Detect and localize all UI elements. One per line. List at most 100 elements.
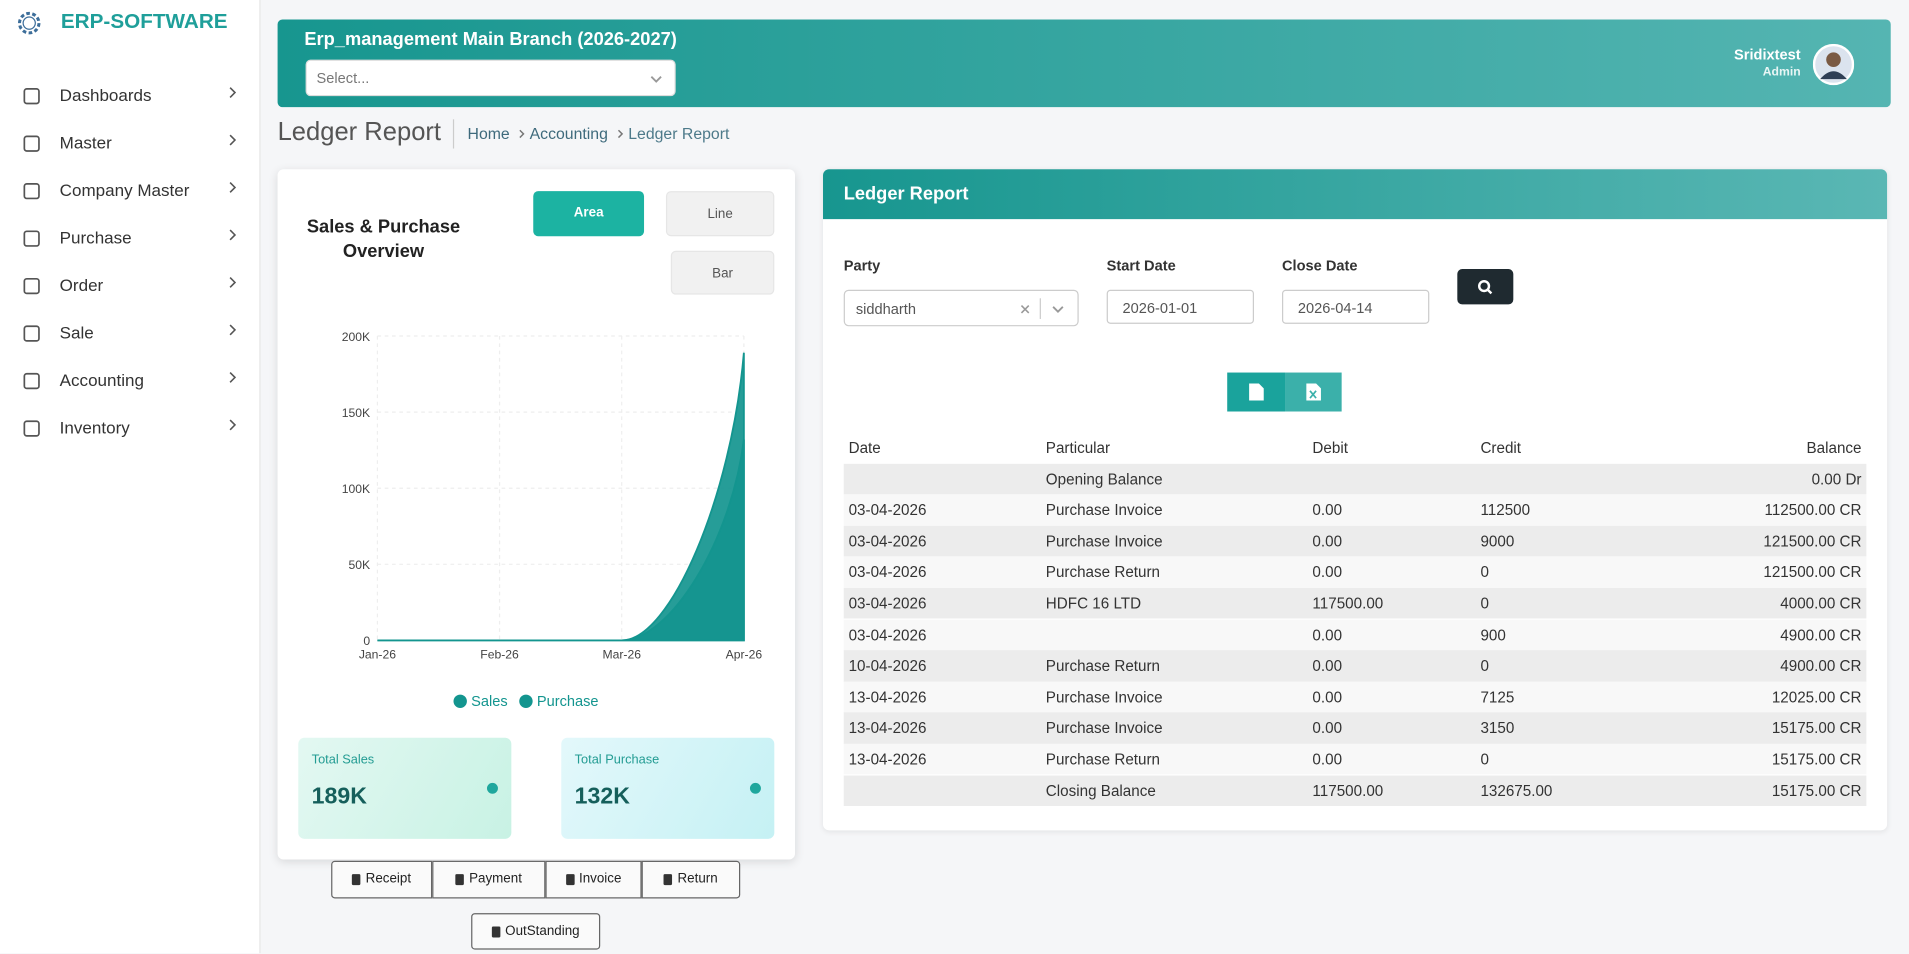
stat-card (561, 737, 775, 839)
table-cell: Purchase Invoice (1045, 532, 1163, 550)
action-button[interactable]: Payment (432, 860, 546, 899)
party-select[interactable]: siddharth (843, 289, 1079, 327)
menu-label: Accounting (59, 370, 145, 390)
menu-chevron (229, 277, 237, 288)
table-cell: Purchase Invoice (1045, 719, 1163, 737)
table-cell: 03-04-2026 (848, 532, 927, 550)
menu-item[interactable] (10, 125, 251, 162)
stat-value: 189K (311, 784, 367, 810)
party-label: Party (843, 256, 881, 274)
area (377, 439, 745, 642)
chart-type-button[interactable]: Line (665, 191, 775, 237)
chart: 0 50K 100K 150K 200K Jan-26 Feb-26 Mar-26 Apr-26… (342, 330, 763, 710)
action-button[interactable]: Invoice (545, 860, 642, 899)
x-tick-label: Jan-26 (359, 648, 396, 662)
table-cell: 0 (1480, 657, 1489, 675)
table-cell: 03-04-2026 (848, 564, 927, 582)
table-cell: 0.00 Dr (1811, 470, 1862, 488)
menu-item[interactable] (10, 410, 251, 447)
table-cell: 12025.00 CR (1771, 688, 1862, 706)
chart-title: Sales & Purchase Overview (306, 216, 461, 262)
party-chevron (1052, 306, 1064, 313)
chart-type-button[interactable]: Bar (670, 250, 775, 295)
action-label: Invoice (578, 872, 622, 887)
table-cell: 13-04-2026 (848, 719, 927, 737)
table-cell: 0.00 (1312, 719, 1343, 737)
outstanding-button[interactable]: OutStanding (471, 913, 601, 950)
menu-icon (23, 135, 40, 152)
table-cell: 0.00 (1312, 532, 1343, 550)
action-label: OutStanding (505, 924, 580, 939)
breadcrumb[interactable]: Accounting (529, 124, 608, 143)
column-header: Date (848, 439, 881, 457)
party-clear[interactable] (1018, 302, 1033, 317)
close-input[interactable]: 2026-04-14 (1281, 289, 1430, 324)
menu-label: Company Master (59, 180, 190, 200)
menu-icon (23, 325, 40, 342)
menu-item[interactable] (10, 315, 251, 352)
chart-type-button[interactable]: Area (533, 191, 645, 237)
menu-icon (23, 420, 40, 437)
menu-label: Master (59, 132, 112, 153)
column-header: Debit (1312, 439, 1348, 457)
search-button[interactable] (1457, 269, 1514, 305)
menu-icon (23, 372, 40, 390)
table-cell: 0.00 (1312, 564, 1343, 582)
user-role: Admin (1762, 65, 1801, 80)
table-cell: 0 (1480, 564, 1489, 582)
table-cell: 4000.00 CR (1780, 595, 1862, 613)
select-placeholder: Select... (316, 69, 370, 87)
ledger-header (823, 169, 1888, 220)
party-value: siddharth (855, 300, 916, 318)
menu-chevron (229, 134, 237, 146)
table-cell: 121500.00 CR (1763, 532, 1862, 550)
column-header: Credit (1480, 439, 1522, 457)
table-cell: Closing Balance (1045, 782, 1156, 800)
x-tick-label: Mar-26 (602, 648, 641, 662)
table-cell: Purchase Return (1045, 751, 1161, 769)
table-cell: Purchase Return (1045, 657, 1161, 675)
table-cell: 0.00 (1312, 626, 1343, 644)
stat-card (298, 737, 512, 839)
column-header: Particular (1045, 439, 1111, 457)
branch-select[interactable]: Select... (305, 59, 676, 97)
table-cell: Opening Balance (1045, 470, 1163, 488)
pdf-button[interactable] (1227, 372, 1286, 412)
menu-label: Sale (59, 322, 94, 343)
excel-button[interactable] (1285, 372, 1342, 412)
breadcrumb-separator (519, 129, 525, 139)
pdf-icon (1249, 383, 1264, 401)
table-row (843, 556, 1867, 588)
y-tick-label: 0 (363, 634, 370, 648)
title-divider (452, 119, 455, 149)
table-cell: 10-04-2026 (848, 657, 927, 675)
table-cell: 117500.00 (1312, 782, 1384, 800)
table-cell: 121500.00 CR (1763, 564, 1862, 582)
table-cell: 15175.00 CR (1771, 719, 1862, 737)
action-button[interactable]: Receipt (331, 860, 433, 899)
table-cell: 4900.00 CR (1780, 626, 1862, 644)
avatar[interactable] (1812, 43, 1855, 86)
stat-value: 132K (574, 784, 630, 810)
close-label: Close Date (1281, 256, 1358, 274)
table-row (843, 650, 1867, 682)
action-label: Return (677, 872, 718, 887)
menu-chevron (229, 419, 237, 431)
breadcrumb[interactable]: Home (467, 124, 510, 143)
menu-label: Order (59, 275, 104, 295)
action-button[interactable]: Return (641, 860, 741, 899)
menu-item[interactable] (10, 268, 251, 305)
breadcrumb: Ledger Report (628, 124, 730, 143)
legend-marker (453, 694, 467, 708)
menu-icon (23, 88, 40, 105)
party-sep (1039, 298, 1041, 319)
start-value: 2026-01-01 (1122, 299, 1198, 317)
table-cell: 13-04-2026 (848, 688, 927, 706)
table-cell: 0.00 (1312, 688, 1343, 706)
menu-chevron (229, 324, 237, 336)
close-value: 2026-04-14 (1297, 299, 1373, 317)
start-input[interactable]: 2026-01-01 (1106, 289, 1254, 324)
table-cell: 15175.00 CR (1771, 782, 1862, 800)
